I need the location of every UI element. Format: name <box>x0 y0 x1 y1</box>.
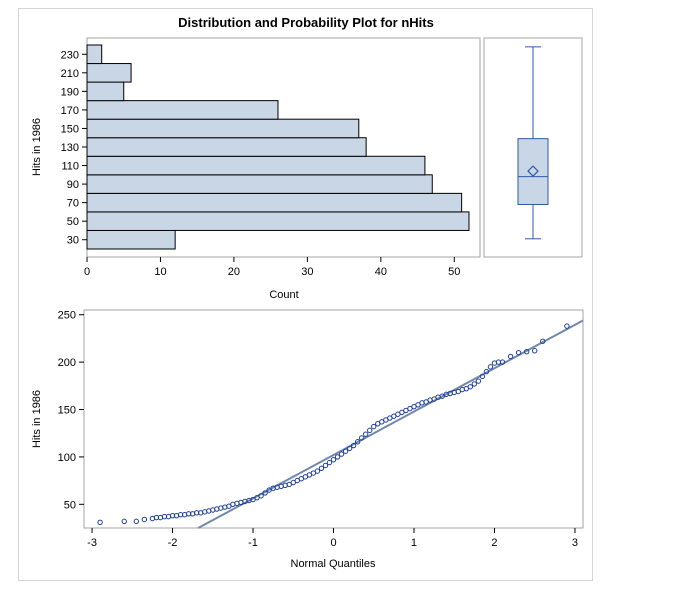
x-tick-label: 10 <box>154 266 166 278</box>
data-point <box>334 454 341 460</box>
data-point <box>342 448 349 454</box>
x-tick-label: 0 <box>330 537 336 549</box>
histogram-bar <box>86 211 470 231</box>
boxplot-panel <box>483 37 583 258</box>
histogram-bar <box>86 118 360 139</box>
x-tick-label: -1 <box>248 537 258 549</box>
qq-points <box>97 319 584 529</box>
mean-marker <box>527 165 539 177</box>
qq-x-axis-label: Normal Quantiles <box>291 558 376 570</box>
y-tick-label: 250 <box>58 310 76 322</box>
qq-y-axis-label: Hits in 1986 <box>31 390 43 448</box>
data-point <box>499 359 506 365</box>
histogram-bar <box>86 44 103 65</box>
data-point <box>326 459 333 466</box>
data-point <box>322 462 329 469</box>
histogram-y-axis-label: Hits in 1986 <box>31 118 43 176</box>
histogram-bar <box>86 63 132 83</box>
histogram-bars <box>86 44 470 250</box>
data-point <box>362 431 369 437</box>
x-tick-label: 3 <box>572 537 578 549</box>
data-point <box>371 423 377 430</box>
histogram-bar <box>86 81 125 102</box>
x-tick-label: 2 <box>491 537 497 549</box>
data-point <box>471 381 478 387</box>
y-tick-label: 230 <box>61 49 79 61</box>
y-tick-label: 110 <box>61 161 79 173</box>
data-point <box>141 516 148 523</box>
y-tick-label: 70 <box>67 198 79 210</box>
data-point <box>318 465 325 471</box>
x-tick-label: 20 <box>228 266 240 278</box>
y-tick-label: 150 <box>58 405 76 417</box>
histogram-bar <box>86 174 433 194</box>
data-point <box>367 427 373 434</box>
data-point <box>532 348 538 354</box>
y-tick-label: 190 <box>61 86 79 98</box>
x-tick-label: -2 <box>168 537 178 549</box>
histogram-panel: 30 50 70 90 110 130 150 170 190 210 230 0 10 20 30 40 5… <box>31 37 481 301</box>
histogram-bar <box>86 229 176 250</box>
y-tick-label: 30 <box>67 235 79 247</box>
data-point <box>479 373 486 380</box>
data-point <box>133 518 140 525</box>
y-tick-label: 200 <box>58 357 76 369</box>
x-tick-label: 40 <box>375 266 387 278</box>
histogram-bar <box>86 155 426 176</box>
data-point <box>515 349 522 356</box>
data-point <box>358 435 365 441</box>
data-point <box>354 439 361 445</box>
y-tick-label: 100 <box>58 452 76 464</box>
data-point <box>330 457 337 463</box>
y-tick-label: 90 <box>67 179 79 191</box>
data-point <box>121 518 127 525</box>
histogram-x-axis: 0 10 20 30 40 50 <box>84 257 460 278</box>
histogram-bar <box>86 137 367 157</box>
data-point <box>487 364 494 370</box>
x-tick-label: -3 <box>87 537 97 549</box>
data-point <box>564 323 570 329</box>
histogram-bar <box>86 100 279 120</box>
qq-y-axis: 50 100 150 200 250 <box>58 310 84 511</box>
chart-title: Distribution and Probability Plot for nH… <box>178 15 434 30</box>
histogram-bar <box>86 192 463 213</box>
y-tick-label: 150 <box>61 123 79 135</box>
data-point <box>97 519 103 526</box>
data-point <box>338 451 345 457</box>
y-tick-label: 50 <box>64 499 76 511</box>
data-point <box>350 442 357 449</box>
data-point <box>346 445 353 452</box>
data-point <box>258 493 264 499</box>
data-point <box>483 368 490 375</box>
qq-x-axis: -3 -2 -1 0 1 2 3 <box>87 528 578 549</box>
reference-line <box>197 319 584 529</box>
boxplot-marks <box>517 46 549 240</box>
data-point <box>467 384 474 390</box>
x-tick-label: 0 <box>84 266 90 278</box>
x-tick-label: 50 <box>448 266 460 278</box>
data-point <box>507 353 514 360</box>
y-tick-label: 50 <box>67 216 79 228</box>
data-point <box>540 338 546 344</box>
data-point <box>262 490 268 496</box>
histogram-x-axis-label: Count <box>269 289 298 301</box>
data-point <box>314 468 321 474</box>
box-iqr <box>517 138 549 205</box>
boxplot-plot-area <box>483 37 583 258</box>
y-tick-label: 210 <box>61 68 79 80</box>
qq-plot-panel: -3 -2 -1 0 1 2 3 50 100 150 200 250 Hits in 1986 N… <box>31 309 584 570</box>
y-tick-label: 130 <box>61 142 79 154</box>
data-point <box>523 349 530 355</box>
data-point <box>475 378 482 384</box>
y-tick-label: 170 <box>61 105 79 117</box>
qq-plot-area <box>83 309 584 529</box>
histogram-y-axis: 30 50 70 90 110 130 150 170 190 210 230 <box>61 49 87 247</box>
x-tick-label: 1 <box>411 537 417 549</box>
x-tick-label: 30 <box>301 266 313 278</box>
